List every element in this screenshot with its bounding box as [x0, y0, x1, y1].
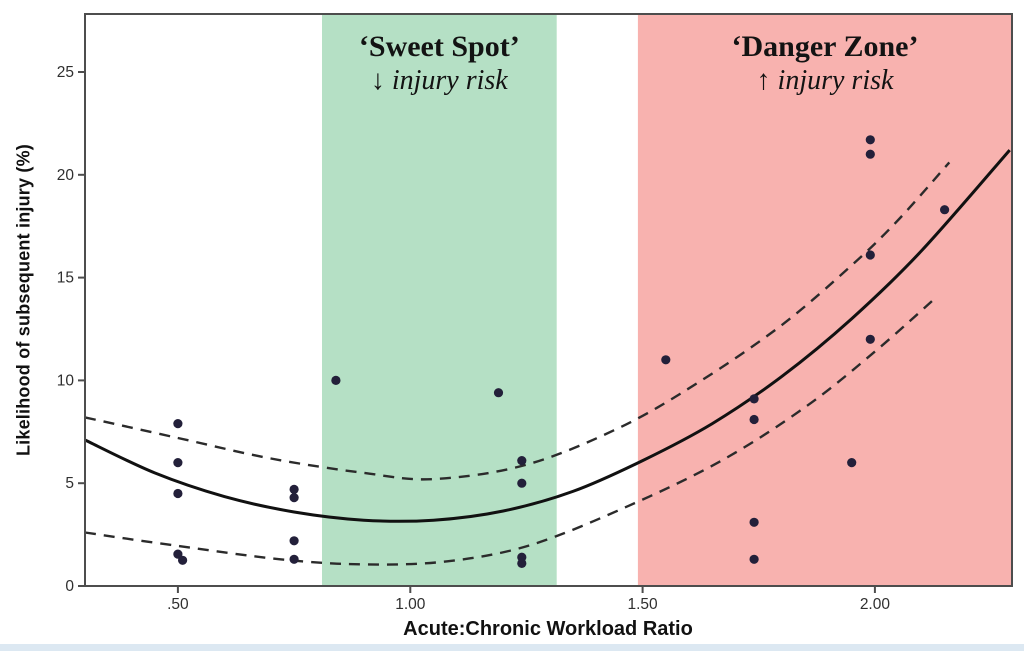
data-point [661, 355, 671, 365]
sweet-spot-subtitle: ↓ injury risk [370, 65, 508, 96]
y-tick-label: 10 [57, 372, 75, 389]
sweet-spot-title: ‘Sweet Spot’ [358, 30, 520, 63]
data-point [749, 517, 759, 527]
data-point [940, 205, 950, 215]
x-tick-label: 2.00 [860, 596, 891, 613]
data-point [289, 484, 299, 494]
y-tick-label: 0 [65, 578, 74, 595]
x-tick-label: 1.00 [395, 596, 426, 613]
danger-zone-title: ‘Danger Zone’ [731, 30, 919, 63]
x-tick-label: .50 [167, 596, 189, 613]
data-point [749, 414, 759, 425]
y-tick-label: 5 [65, 475, 74, 492]
data-point [865, 135, 875, 145]
upper-ci-curve [84, 161, 951, 481]
x-axis-title: Acute:Chronic Workload Ratio [403, 618, 693, 640]
data-point [749, 554, 759, 564]
y-axis-title: Likelihood of subsequent injury (%) [13, 143, 34, 457]
data-point [749, 394, 759, 404]
data-point [493, 388, 504, 398]
data-point [865, 250, 875, 260]
danger-zone-label: ‘Danger Zone’ ↑ injury risk [732, 30, 919, 98]
data-point [517, 558, 527, 569]
data-point [865, 334, 875, 344]
plot-frame [84, 13, 1013, 587]
y-tick-label: 25 [57, 64, 74, 81]
fit-curve [84, 149, 1011, 523]
data-point [178, 555, 188, 565]
danger-zone-band [637, 14, 1012, 586]
x-tick-label: 1.50 [628, 596, 659, 613]
danger-zone-subtitle: ↑ injury risk [756, 65, 894, 96]
data-point [173, 458, 183, 468]
page-bottom-strip [0, 644, 1024, 651]
sweet-spot-band [322, 14, 557, 586]
y-tick-label: 20 [57, 167, 75, 184]
data-point [331, 375, 341, 385]
data-point [517, 456, 527, 466]
data-point [289, 493, 299, 503]
data-point [865, 149, 875, 159]
data-point [173, 488, 183, 499]
sweet-spot-label: ‘Sweet Spot’ ↓ injury risk [359, 30, 520, 98]
data-point [517, 478, 527, 488]
data-point [289, 554, 299, 564]
y-tick-label: 15 [57, 270, 74, 287]
data-point [847, 458, 857, 468]
data-point [173, 419, 183, 429]
data-point [289, 536, 299, 546]
